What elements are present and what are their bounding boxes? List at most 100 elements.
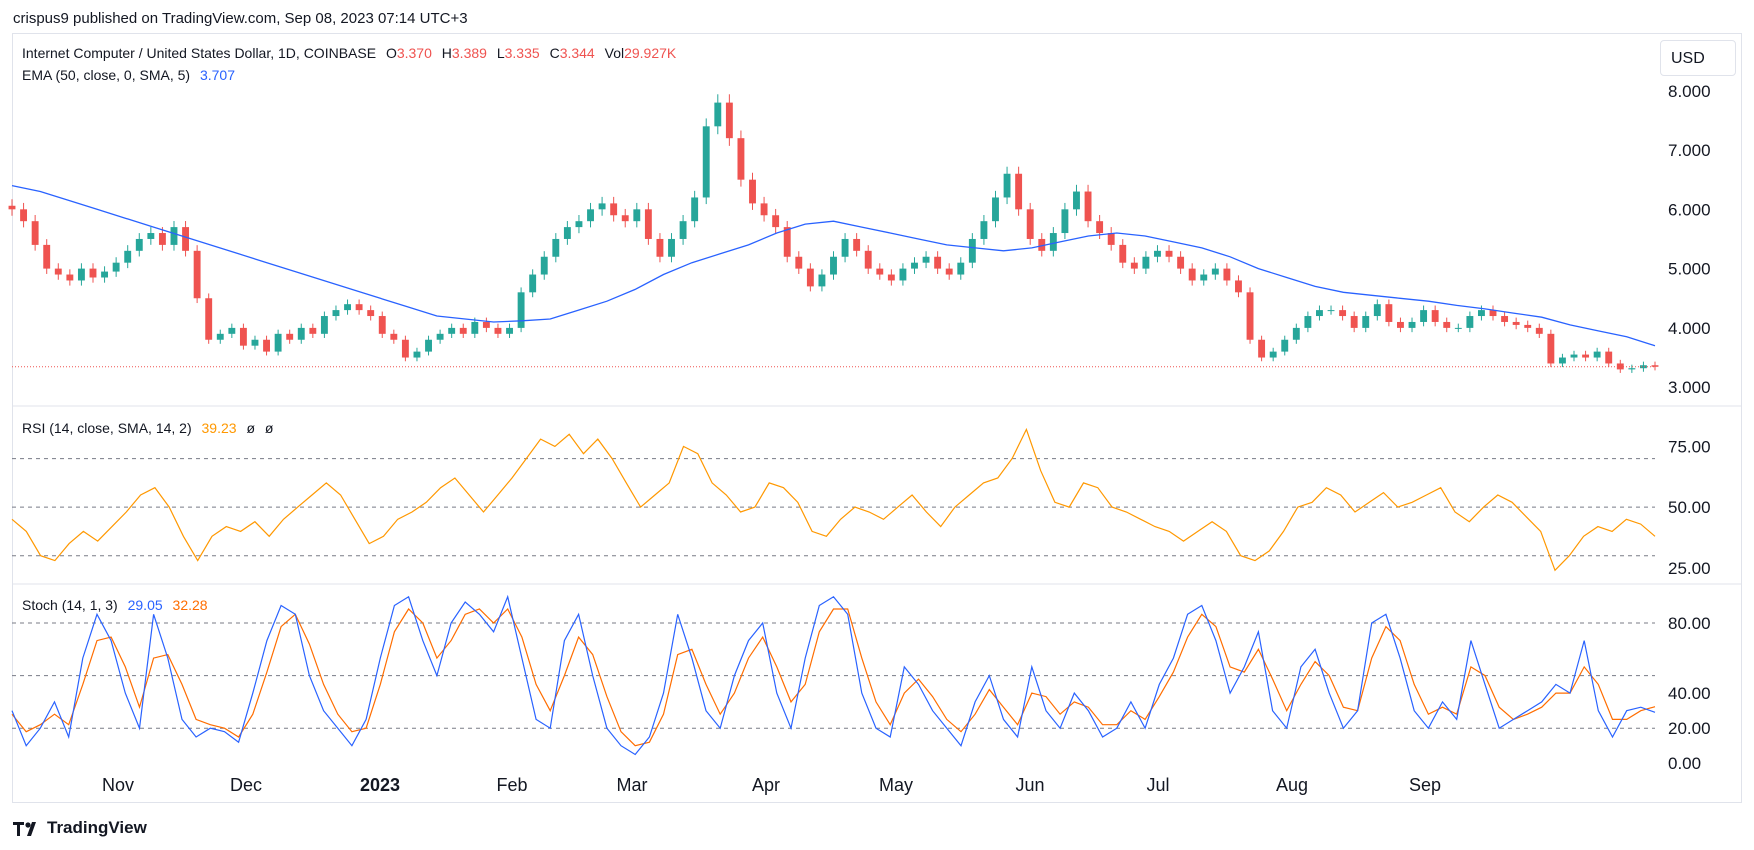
candle-body [1235, 280, 1242, 293]
candle-body [471, 321, 479, 334]
ema-legend: EMA (50, close, 0, SMA, 5) 3.707 [22, 67, 241, 83]
candle-body [1003, 173, 1011, 198]
stoch-k-line [11, 594, 1656, 756]
x-tick-label: Aug [1276, 775, 1308, 795]
candle-body [876, 268, 884, 275]
footer-brand[interactable]: TradingView [13, 818, 147, 838]
axes: 8.000 7.000 6.000 5.000 4.000 3.000 75.00 50.00… [12, 82, 1742, 795]
candle-body [1605, 351, 1613, 364]
candle-body [1211, 268, 1219, 275]
high-label: H [441, 45, 452, 61]
candle-body [552, 238, 560, 257]
candle-body [1582, 354, 1590, 358]
candle-body [494, 327, 502, 334]
high-value: 3.389 [451, 45, 487, 61]
x-tick-label: Apr [752, 775, 780, 795]
candle-body [841, 238, 849, 257]
candle-body [563, 227, 571, 239]
ema-label: EMA (50, close, 0, SMA, 5) [22, 67, 191, 83]
candle-body [390, 333, 398, 340]
candle-body [413, 351, 421, 358]
x-tick-label: Nov [102, 775, 134, 795]
x-tick-label: 2023 [360, 775, 400, 795]
candle-body [1304, 316, 1312, 328]
candle-body [1015, 173, 1023, 210]
candle-body [830, 256, 837, 275]
candle-body [1154, 250, 1161, 257]
candle-body [66, 274, 74, 281]
candle-body [945, 268, 953, 275]
symbol-name: Internet Computer / United States Dollar… [22, 45, 377, 61]
candle-body [1628, 368, 1636, 370]
currency-button[interactable]: USD [1660, 40, 1736, 76]
candle-body [1639, 365, 1647, 369]
candle-body [610, 203, 618, 216]
candle-body [31, 221, 39, 245]
close-value: 3.344 [559, 45, 595, 61]
candle-body [1524, 324, 1532, 328]
candle-body [725, 102, 733, 139]
stoch-tick-label: 40.00 [1668, 684, 1711, 703]
candle-body [320, 316, 328, 334]
candle-body [1547, 333, 1555, 364]
candle-body [1408, 321, 1416, 328]
candle-body [1651, 365, 1659, 367]
x-tick-label: Sep [1409, 775, 1441, 795]
candle-body [853, 238, 861, 251]
open-label: O [385, 45, 397, 61]
candle-body [656, 238, 664, 257]
candle-body [1188, 268, 1196, 281]
rsi-extra-1: ø [246, 420, 256, 436]
candle-body [135, 238, 143, 251]
candle-body [1107, 233, 1115, 245]
candle-body [795, 256, 803, 269]
candle-body [1350, 316, 1358, 328]
candle-body [1142, 256, 1150, 269]
candle-body [1281, 339, 1289, 352]
candle-body [968, 238, 976, 263]
candle-body [1397, 321, 1404, 328]
stoch-k-value: 29.05 [127, 597, 163, 613]
candle-body [54, 268, 62, 275]
candle-body [182, 227, 190, 251]
candle-body [1165, 250, 1173, 257]
rsi-value: 39.23 [201, 420, 237, 436]
candle-body [783, 227, 791, 257]
price-tick-label: 8.000 [1668, 82, 1711, 101]
candle-body [980, 221, 988, 239]
rsi-line [11, 427, 1656, 572]
candle-body [691, 197, 699, 222]
candle-body [587, 209, 594, 222]
volume-value: 29.927K [624, 45, 677, 61]
rsi-extra-2: ø [264, 420, 274, 436]
candle-body [1246, 292, 1254, 340]
candle-body [378, 316, 386, 334]
low-value: 3.335 [504, 45, 540, 61]
candle-body [517, 292, 525, 328]
rsi-tick-label: 25.00 [1668, 559, 1711, 578]
publisher-header: crispus9 published on TradingView.com, S… [13, 10, 468, 27]
low-label: L [496, 45, 505, 61]
candle-body [344, 304, 351, 311]
candle-body [1570, 354, 1578, 358]
candle-body [193, 250, 201, 299]
candle-body [957, 262, 965, 275]
ema-line [11, 184, 1656, 347]
stoch-tick-label: 80.00 [1668, 614, 1711, 633]
candle-body [1558, 357, 1566, 364]
candle-body [911, 262, 918, 269]
stoch-d-value: 32.28 [172, 597, 208, 613]
candle-body [263, 339, 270, 352]
candle-body [806, 268, 814, 287]
candle-body [401, 339, 409, 358]
candle-body [482, 321, 490, 328]
candle-body [737, 138, 745, 180]
candle-body [20, 209, 28, 222]
candle-body [1501, 316, 1509, 322]
candle-body [540, 256, 548, 275]
candle-body [1489, 310, 1497, 317]
candle-body [864, 250, 872, 269]
candle-body [1512, 321, 1520, 325]
candle-body [170, 227, 178, 245]
